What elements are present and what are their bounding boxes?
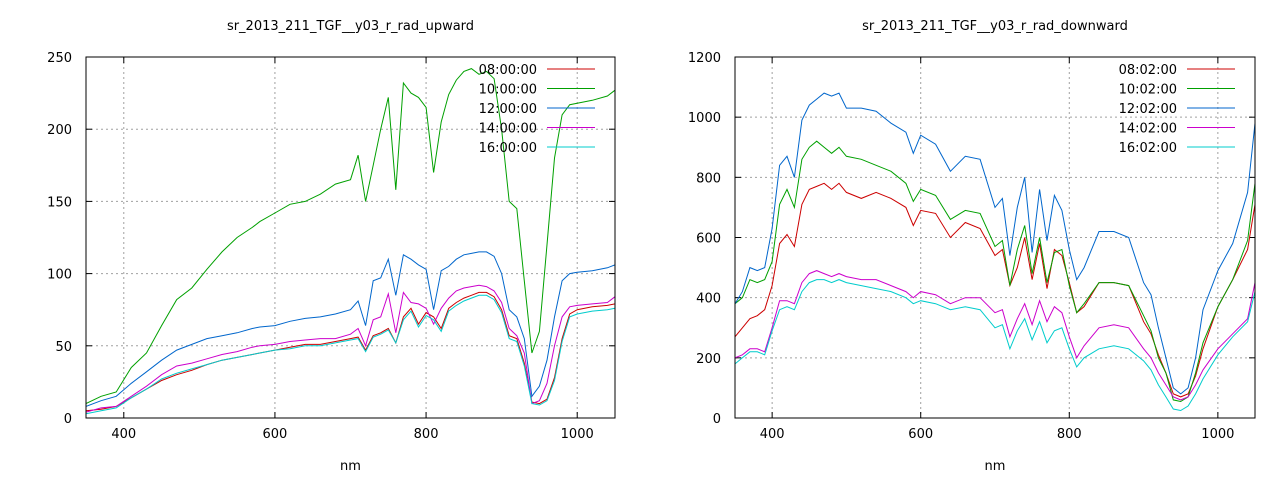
legend-label: 16:02:00 <box>1119 141 1177 156</box>
y-tick-label: 400 <box>696 292 721 307</box>
x-axis-label: nm <box>340 459 361 474</box>
series-line-2 <box>735 92 1255 395</box>
x-tick-label: 800 <box>1057 427 1082 442</box>
chart-title: sr_2013_211_TGF__y03_r_rad_upward <box>227 19 474 34</box>
legend-label: 16:00:00 <box>479 141 537 156</box>
y-tick-label: 800 <box>696 171 721 186</box>
x-tick-label: 400 <box>111 427 136 442</box>
legend-label: 14:02:00 <box>1119 122 1177 137</box>
series-line-1 <box>735 140 1255 403</box>
y-tick-label: 0 <box>64 412 72 427</box>
y-tick-label: 200 <box>47 123 72 138</box>
y-tick-label: 1200 <box>688 51 721 66</box>
legend-label: 10:02:00 <box>1119 83 1177 98</box>
legend-label: 08:02:00 <box>1119 63 1177 78</box>
legend-label: 12:00:00 <box>479 102 537 117</box>
legend-label: 14:00:00 <box>479 122 537 137</box>
upward-chart-panel: sr_2013_211_TGF__y03_r_rad_upward 400 600 8… <box>47 19 616 474</box>
plot-frame <box>85 56 616 419</box>
y-tick-label: 200 <box>696 352 721 367</box>
series-line-4 <box>735 279 1255 412</box>
legend-label: 08:00:00 <box>479 63 537 78</box>
y-tick-label: 0 <box>713 412 721 427</box>
x-tick-label: 1000 <box>561 427 594 442</box>
x-tick-label: 400 <box>760 427 785 442</box>
x-axis-label: nm <box>985 459 1006 474</box>
y-tick-label: 600 <box>696 232 721 247</box>
y-tick-label: 100 <box>47 268 72 283</box>
series-line-2 <box>86 251 615 407</box>
y-tick-label: 150 <box>47 195 72 210</box>
series-line-1 <box>86 68 615 405</box>
y-tick-label: 1000 <box>688 111 721 126</box>
plot-frame <box>734 56 1256 419</box>
downward-chart-panel: sr_2013_211_TGF__y03_r_rad_downward 400 60… <box>688 19 1256 474</box>
x-tick-label: 1000 <box>1201 427 1234 442</box>
chart-title: sr_2013_211_TGF__y03_r_rad_downward <box>862 19 1128 34</box>
y-tick-label: 250 <box>47 51 72 66</box>
series-line-3 <box>735 270 1255 401</box>
series-line-3 <box>86 284 615 413</box>
series-line-0 <box>735 182 1255 398</box>
series-line-4 <box>86 294 615 415</box>
x-tick-label: 600 <box>263 427 288 442</box>
y-tick-label: 50 <box>55 340 72 355</box>
x-tick-label: 600 <box>908 427 933 442</box>
legend-label: 10:00:00 <box>479 83 537 98</box>
x-tick-label: 800 <box>414 427 439 442</box>
legend-label: 12:02:00 <box>1119 102 1177 117</box>
